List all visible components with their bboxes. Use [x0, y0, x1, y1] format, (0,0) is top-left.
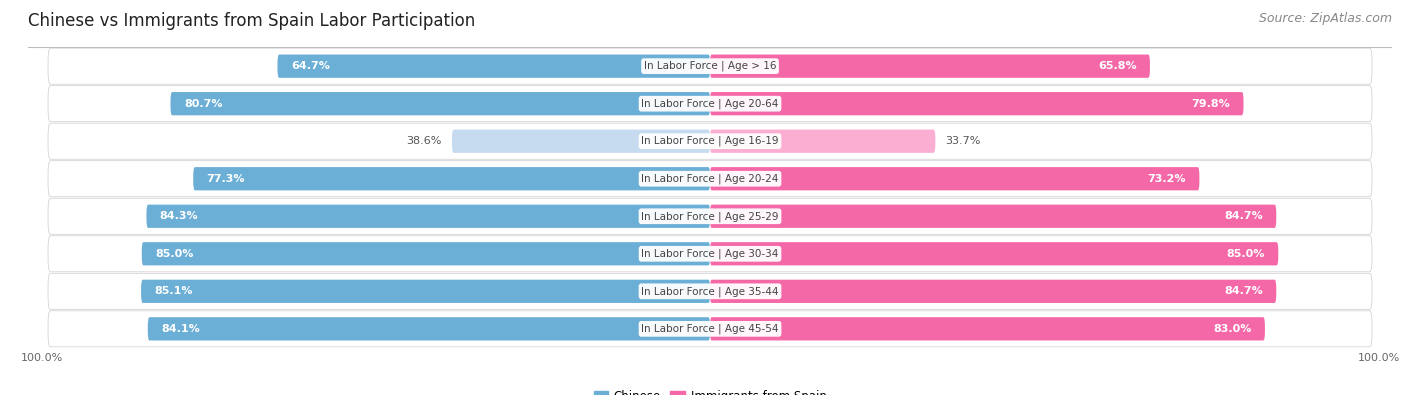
FancyBboxPatch shape: [48, 86, 1372, 122]
Text: In Labor Force | Age > 16: In Labor Force | Age > 16: [644, 61, 776, 71]
Text: In Labor Force | Age 16-19: In Labor Force | Age 16-19: [641, 136, 779, 147]
Text: 77.3%: 77.3%: [207, 174, 245, 184]
Legend: Chinese, Immigrants from Spain: Chinese, Immigrants from Spain: [589, 385, 831, 395]
FancyBboxPatch shape: [710, 167, 1199, 190]
FancyBboxPatch shape: [710, 55, 1150, 78]
FancyBboxPatch shape: [48, 48, 1372, 84]
Text: 33.7%: 33.7%: [945, 136, 981, 146]
Text: 38.6%: 38.6%: [406, 136, 441, 146]
FancyBboxPatch shape: [142, 242, 710, 265]
FancyBboxPatch shape: [48, 236, 1372, 272]
Text: 84.1%: 84.1%: [162, 324, 200, 334]
FancyBboxPatch shape: [170, 92, 710, 115]
FancyBboxPatch shape: [710, 130, 935, 153]
Text: 85.0%: 85.0%: [1226, 249, 1265, 259]
Text: In Labor Force | Age 45-54: In Labor Force | Age 45-54: [641, 324, 779, 334]
FancyBboxPatch shape: [451, 130, 710, 153]
Text: 79.8%: 79.8%: [1191, 99, 1230, 109]
FancyBboxPatch shape: [277, 55, 710, 78]
Text: 83.0%: 83.0%: [1213, 324, 1251, 334]
Text: Chinese vs Immigrants from Spain Labor Participation: Chinese vs Immigrants from Spain Labor P…: [28, 12, 475, 30]
Text: 65.8%: 65.8%: [1098, 61, 1136, 71]
FancyBboxPatch shape: [141, 280, 710, 303]
Text: 84.7%: 84.7%: [1225, 286, 1263, 296]
Text: 64.7%: 64.7%: [291, 61, 330, 71]
Text: 85.0%: 85.0%: [155, 249, 194, 259]
Text: 84.3%: 84.3%: [160, 211, 198, 221]
Text: In Labor Force | Age 30-34: In Labor Force | Age 30-34: [641, 248, 779, 259]
FancyBboxPatch shape: [710, 242, 1278, 265]
FancyBboxPatch shape: [710, 317, 1265, 340]
FancyBboxPatch shape: [710, 280, 1277, 303]
Text: 80.7%: 80.7%: [184, 99, 222, 109]
Text: In Labor Force | Age 35-44: In Labor Force | Age 35-44: [641, 286, 779, 297]
Text: In Labor Force | Age 20-24: In Labor Force | Age 20-24: [641, 173, 779, 184]
FancyBboxPatch shape: [146, 205, 710, 228]
FancyBboxPatch shape: [48, 198, 1372, 234]
FancyBboxPatch shape: [148, 317, 710, 340]
Text: 73.2%: 73.2%: [1147, 174, 1187, 184]
FancyBboxPatch shape: [48, 161, 1372, 197]
FancyBboxPatch shape: [48, 311, 1372, 347]
FancyBboxPatch shape: [710, 205, 1277, 228]
Text: 85.1%: 85.1%: [155, 286, 193, 296]
FancyBboxPatch shape: [193, 167, 710, 190]
FancyBboxPatch shape: [710, 92, 1243, 115]
Text: Source: ZipAtlas.com: Source: ZipAtlas.com: [1258, 12, 1392, 25]
Text: 84.7%: 84.7%: [1225, 211, 1263, 221]
FancyBboxPatch shape: [48, 123, 1372, 159]
Text: In Labor Force | Age 25-29: In Labor Force | Age 25-29: [641, 211, 779, 222]
Text: In Labor Force | Age 20-64: In Labor Force | Age 20-64: [641, 98, 779, 109]
FancyBboxPatch shape: [48, 273, 1372, 309]
